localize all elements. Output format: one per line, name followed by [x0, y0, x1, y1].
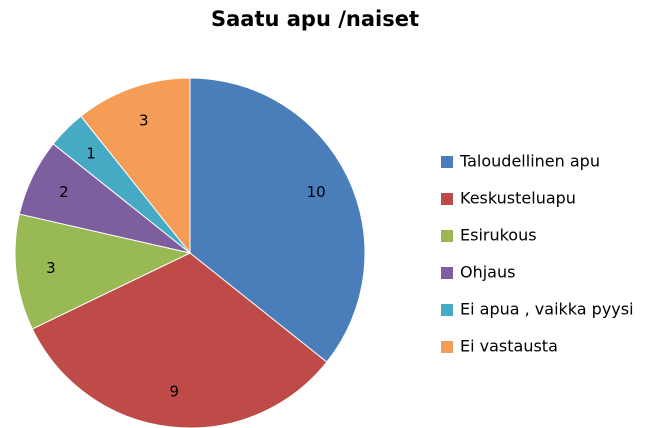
data-label: 9 — [170, 383, 180, 401]
data-label: 1 — [86, 145, 96, 163]
data-label: 3 — [139, 111, 149, 129]
pie-slice — [14, 213, 192, 330]
legend-swatch — [441, 156, 453, 168]
legend-swatch — [441, 230, 453, 242]
legend-swatch — [441, 193, 453, 205]
chart-title: Saatu apu /naiset — [211, 7, 419, 31]
legend-label: Ei vastausta — [460, 337, 558, 356]
legend-swatch — [441, 267, 453, 279]
pie-slice — [80, 77, 191, 255]
legend-label: Ohjaus — [460, 263, 515, 282]
legend-label: Keskusteluapu — [460, 189, 576, 208]
data-label: 3 — [46, 259, 56, 277]
pie-slice — [189, 77, 366, 363]
data-label: 2 — [59, 183, 69, 201]
data-label: 10 — [307, 183, 326, 201]
legend-label: Ei apua , vaikka pyysi — [460, 300, 634, 319]
legend-swatch — [441, 341, 453, 353]
legend-label: Esirukous — [460, 226, 537, 245]
legend-swatch — [441, 304, 453, 316]
legend-label: Taloudellinen apu — [459, 152, 600, 171]
pie-slice — [31, 252, 328, 428]
